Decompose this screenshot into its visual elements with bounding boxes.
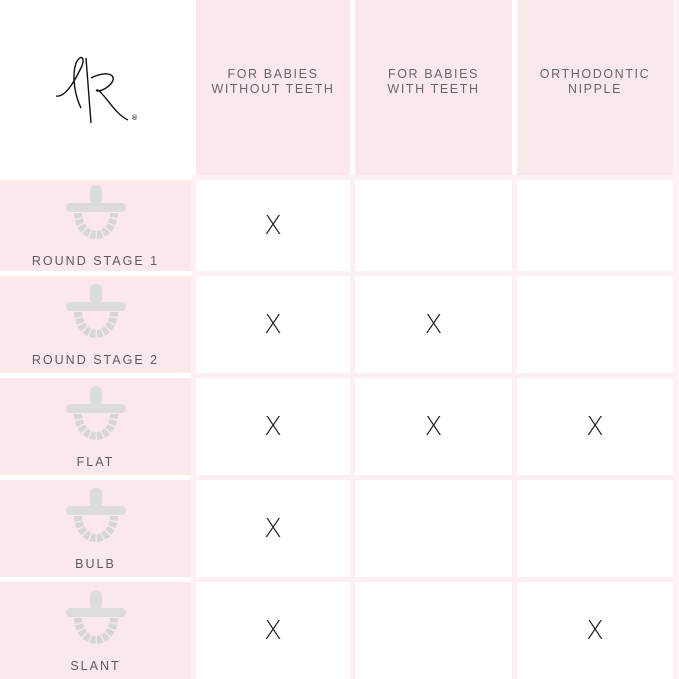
table-cell bbox=[512, 271, 673, 373]
row-name: SLANT bbox=[70, 659, 121, 673]
table-cell bbox=[350, 175, 512, 271]
pacifier-icon bbox=[64, 183, 128, 250]
table-cell bbox=[512, 475, 673, 577]
row-label-slant: SLANT bbox=[0, 577, 191, 679]
brand-logo: ® bbox=[0, 0, 191, 175]
check-mark: X bbox=[264, 411, 282, 442]
table-cell: X bbox=[191, 475, 350, 577]
check-mark: X bbox=[586, 411, 604, 442]
table-cell bbox=[350, 577, 512, 679]
row-label-flat: FLAT bbox=[0, 373, 191, 475]
row-label-round-stage-1: ROUND STAGE 1 bbox=[0, 175, 191, 271]
table-cell: X bbox=[350, 373, 512, 475]
check-mark: X bbox=[424, 411, 443, 442]
table-cell: X bbox=[512, 373, 673, 475]
row-label-bulb: BULB bbox=[0, 475, 191, 577]
check-mark: X bbox=[424, 309, 443, 340]
check-mark: X bbox=[264, 615, 282, 646]
pacifier-icon bbox=[64, 282, 128, 349]
table-cell: X bbox=[191, 175, 350, 271]
row-name: FLAT bbox=[76, 455, 115, 469]
logo-monogram-icon: ® bbox=[55, 56, 138, 123]
table-cell bbox=[512, 175, 673, 271]
pacifier-icon bbox=[64, 486, 128, 553]
check-mark: X bbox=[264, 309, 282, 340]
row-label-round-stage-2: ROUND STAGE 2 bbox=[0, 271, 191, 373]
column-header-label: FOR BABIES WITH TEETH bbox=[387, 66, 480, 96]
table-cell: X bbox=[191, 373, 350, 475]
check-mark: X bbox=[264, 210, 282, 241]
check-mark: X bbox=[586, 615, 604, 646]
column-header-with-teeth: FOR BABIES WITH TEETH bbox=[350, 0, 512, 175]
svg-text:®: ® bbox=[131, 114, 138, 122]
pacifier-icon bbox=[64, 588, 128, 655]
row-name: ROUND STAGE 1 bbox=[31, 254, 160, 268]
column-header-label: ORTHODONTIC NIPPLE bbox=[539, 66, 651, 96]
check-mark: X bbox=[264, 513, 282, 544]
pacifier-icon bbox=[64, 384, 128, 451]
column-header-label: FOR BABIES WITHOUT TEETH bbox=[211, 66, 335, 96]
table-cell: X bbox=[191, 271, 350, 373]
table-cell: X bbox=[512, 577, 673, 679]
row-name: BULB bbox=[75, 557, 116, 571]
column-header-orthodontic: ORTHODONTIC NIPPLE bbox=[512, 0, 673, 175]
table-cell: X bbox=[191, 577, 350, 679]
table-cell: X bbox=[350, 271, 512, 373]
table-cell bbox=[350, 475, 512, 577]
column-header-without-teeth: FOR BABIES WITHOUT TEETH bbox=[191, 0, 350, 175]
row-name: ROUND STAGE 2 bbox=[31, 353, 160, 367]
